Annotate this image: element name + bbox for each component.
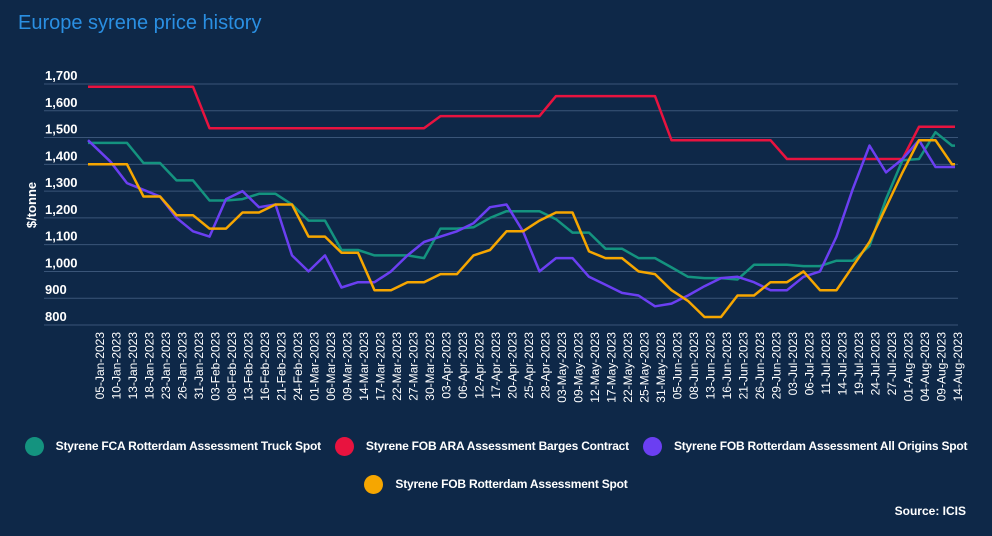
- legend-item-barges-contract[interactable]: Styrene FOB ARA Assessment Barges Contra…: [334, 436, 629, 456]
- x-tick-label: 08-Feb-2023: [225, 332, 239, 401]
- x-tick-label: 22-May-2023: [621, 332, 635, 403]
- y-tick-label: 1,200: [45, 202, 78, 217]
- legend-dot-truck-spot: [24, 436, 44, 456]
- x-tick-label: 18-Jan-2023: [143, 332, 157, 400]
- x-tick-label: 08-Jun-2023: [687, 332, 701, 400]
- legend-label-barges-contract: Styrene FOB ARA Assessment Barges Contra…: [365, 439, 629, 453]
- x-tick-label: 21-Feb-2023: [275, 332, 289, 401]
- legend-item-all-origins-spot[interactable]: Styrene FOB Rotterdam Assessment All Ori…: [642, 436, 968, 456]
- x-tick-label: 30-Mar-2023: [423, 332, 437, 401]
- x-tick-label: 03-Feb-2023: [209, 332, 223, 401]
- y-tick-label: 1,600: [45, 95, 78, 110]
- series-line-0: [88, 130, 955, 281]
- x-tick-label: 05-Jun-2023: [671, 332, 685, 400]
- chart-title: Europe syrene price history: [18, 12, 262, 34]
- legend-label-rotterdam-spot: Styrene FOB Rotterdam Assessment Spot: [395, 477, 628, 491]
- x-tick-label: 31-May-2023: [654, 332, 668, 403]
- x-tick-label: 24-Feb-2023: [291, 332, 305, 401]
- x-tick-label: 28-Apr-2023: [539, 332, 553, 399]
- x-tick-label: 25-Apr-2023: [522, 332, 536, 399]
- gridlines: [44, 83, 958, 326]
- x-tick-label: 23-Jan-2023: [159, 332, 173, 400]
- y-axis-label: $/tonne: [24, 182, 39, 228]
- x-tick-label: 20-Apr-2023: [506, 332, 520, 399]
- x-tick-label: 03-Apr-2023: [440, 332, 454, 399]
- y-tick-label: 1,100: [45, 229, 78, 244]
- x-tick-label: 12-Apr-2023: [473, 332, 487, 399]
- x-tick-label: 21-Jun-2023: [737, 332, 751, 400]
- x-tick-label: 11-Jul-2023: [819, 332, 833, 395]
- x-tick-label: 13-Feb-2023: [242, 332, 256, 401]
- x-tick-label: 10-Jan-2023: [110, 332, 124, 400]
- legend: Styrene FCA Rotterdam Assessment Truck S…: [0, 433, 992, 509]
- x-axis-ticks: 05-Jan-2023 10-Jan-2023 13-Jan-2023 18-Jan-…: [93, 332, 965, 403]
- series-line-3: [88, 138, 955, 319]
- y-tick-label: 1,700: [45, 68, 78, 83]
- source-note: Source: ICIS: [894, 504, 966, 518]
- x-tick-label: 01-Aug-2023: [902, 332, 916, 402]
- x-tick-label: 09-May-2023: [572, 332, 586, 403]
- line-chart: 1,700 1,600 1,500 1,400 1,300 1,200 1,100 1,000…: [24, 68, 965, 403]
- x-tick-label: 13-Jun-2023: [704, 332, 718, 400]
- series-lines: [87, 85, 955, 319]
- x-tick-label: 09-Aug-2023: [935, 332, 949, 402]
- x-tick-label: 26-Jan-2023: [176, 332, 190, 400]
- x-tick-label: 06-Jul-2023: [803, 332, 817, 396]
- y-tick-label: 1,500: [45, 122, 78, 137]
- series-line-2: [87, 138, 955, 308]
- y-tick-label: 1,300: [45, 175, 78, 190]
- y-tick-label: 1,400: [45, 148, 78, 163]
- x-tick-label: 03-Jul-2023: [786, 332, 800, 396]
- x-tick-label: 06-Mar-2023: [324, 332, 338, 401]
- legend-dot-rotterdam-spot: [364, 474, 384, 494]
- x-tick-label: 14-Jul-2023: [836, 332, 850, 396]
- x-tick-label: 14-Aug-2023: [951, 332, 965, 402]
- series-line-1: [88, 85, 955, 161]
- legend-item-truck-spot[interactable]: Styrene FCA Rotterdam Assessment Truck S…: [24, 436, 321, 456]
- x-tick-label: 29-Jun-2023: [770, 332, 784, 400]
- x-tick-label: 27-Jul-2023: [885, 332, 899, 396]
- legend-dot-barges-contract: [334, 436, 354, 456]
- y-tick-label: 1,000: [45, 255, 78, 270]
- x-tick-label: 09-Mar-2023: [341, 332, 355, 401]
- x-tick-label: 17-Mar-2023: [374, 332, 388, 401]
- x-tick-label: 26-Jun-2023: [753, 332, 767, 400]
- x-tick-label: 22-Mar-2023: [390, 332, 404, 401]
- legend-dot-all-origins-spot: [642, 436, 662, 456]
- x-tick-label: 01-Mar-2023: [308, 332, 322, 401]
- x-tick-label: 12-May-2023: [588, 332, 602, 403]
- x-tick-label: 27-Mar-2023: [407, 332, 421, 401]
- y-tick-label: 800: [45, 309, 67, 324]
- x-tick-label: 16-Feb-2023: [258, 332, 272, 401]
- x-tick-label: 16-Jun-2023: [720, 332, 734, 400]
- x-tick-label: 19-Jul-2023: [852, 332, 866, 396]
- x-tick-label: 03-May-2023: [555, 332, 569, 403]
- legend-item-rotterdam-spot[interactable]: Styrene FOB Rotterdam Assessment Spot: [364, 474, 628, 494]
- x-tick-label: 14-Mar-2023: [357, 332, 371, 401]
- x-tick-label: 24-Jul-2023: [869, 332, 883, 396]
- x-tick-label: 04-Aug-2023: [918, 332, 932, 402]
- x-tick-label: 06-Apr-2023: [456, 332, 470, 399]
- legend-label-all-origins-spot: Styrene FOB Rotterdam Assessment All Ori…: [673, 439, 968, 453]
- x-tick-label: 25-May-2023: [638, 332, 652, 403]
- x-tick-label: 13-Jan-2023: [126, 332, 140, 400]
- legend-label-truck-spot: Styrene FCA Rotterdam Assessment Truck S…: [55, 439, 321, 453]
- x-tick-label: 17-May-2023: [605, 332, 619, 403]
- x-tick-label: 17-Apr-2023: [489, 332, 503, 399]
- y-tick-label: 900: [45, 282, 67, 297]
- x-tick-label: 31-Jan-2023: [192, 332, 206, 400]
- x-tick-label: 05-Jan-2023: [93, 332, 107, 400]
- y-axis-ticks: 1,700 1,600 1,500 1,400 1,300 1,200 1,100 1,000…: [45, 68, 78, 324]
